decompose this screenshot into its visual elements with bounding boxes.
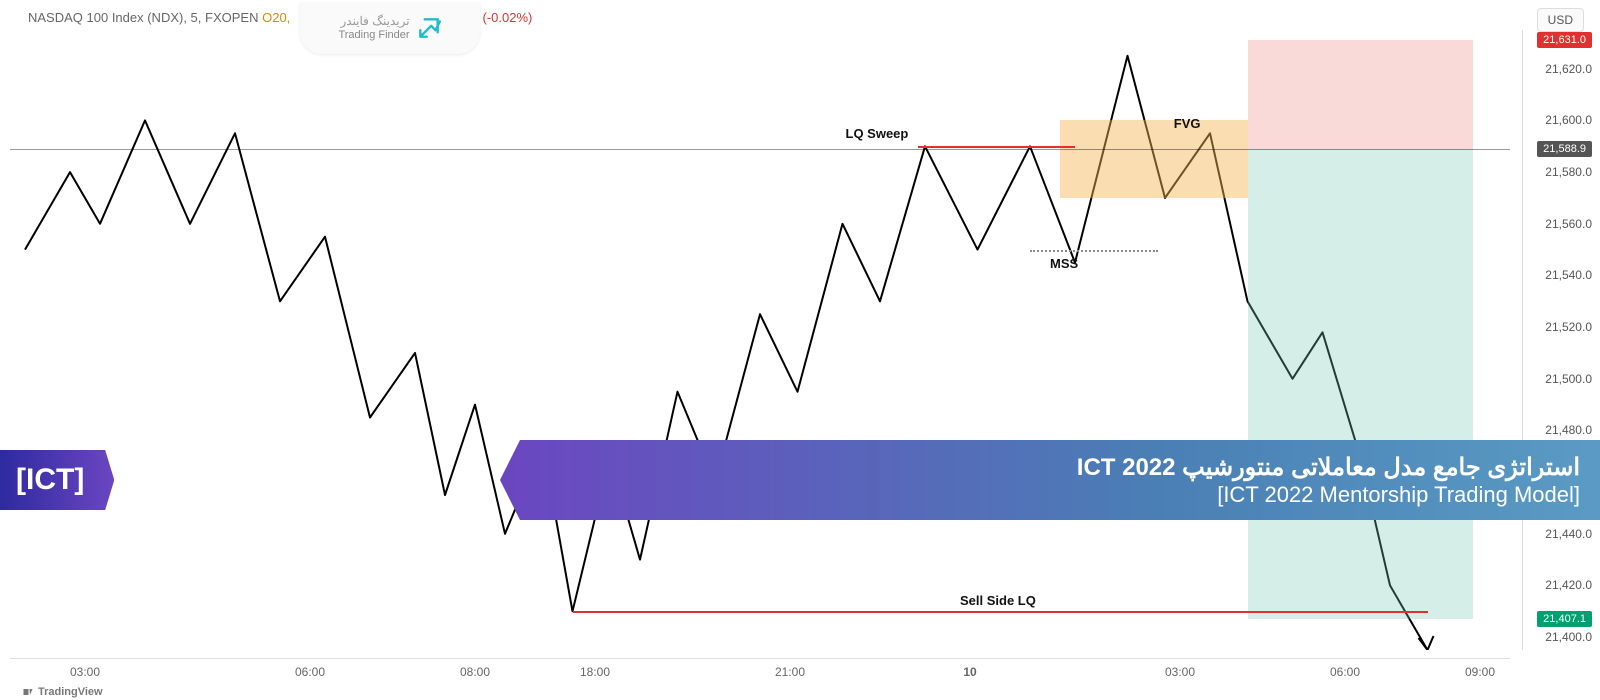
y-price-box-current: 21,588.9 <box>1537 141 1592 157</box>
x-axis[interactable]: 03:00 06:00 08:00 18:00 21:00 10 03:00 06:00 09:… <box>10 658 1510 678</box>
x-tick-label: 08:00 <box>460 665 490 679</box>
ict-tag-banner: [ICT] <box>0 450 114 510</box>
x-tick-label: 18:00 <box>580 665 610 679</box>
y-tick-label: 21,560.0 <box>1545 217 1592 231</box>
currency-badge[interactable]: USD <box>1537 8 1584 32</box>
ohlc-o-label: O <box>262 10 272 25</box>
label-fvg: FVG <box>1174 116 1201 131</box>
change-pct: (-0.02%) <box>483 10 533 25</box>
y-tick-label: 21,420.0 <box>1545 578 1592 592</box>
x-tick-label: 09:00 <box>1465 665 1495 679</box>
label-mss: MSS <box>1050 256 1078 271</box>
brand-fa: تریدینگ فایندر <box>338 14 409 28</box>
y-tick-label: 21,440.0 <box>1545 527 1592 541</box>
zone-fvg <box>1060 120 1248 198</box>
red-line-sell_side <box>573 611 1428 613</box>
chart-container: NASDAQ 100 Index (NDX), 5, FXOPEN O20, .… <box>0 0 1600 700</box>
x-tick-label: 03:00 <box>70 665 100 679</box>
x-tick-label: 03:00 <box>1165 665 1195 679</box>
x-tick-label: 06:00 <box>295 665 325 679</box>
label-lq_sweep: LQ Sweep <box>846 126 909 141</box>
y-price-box-green: 21,407.1 <box>1537 611 1592 627</box>
red-line-lq_sweep <box>918 146 1076 148</box>
label-sell_side: Sell Side LQ <box>960 593 1036 608</box>
title-line-en: [ICT 2022 Mentorship Trading Model] <box>1217 482 1580 508</box>
tradingview-label: TradingView <box>38 686 103 698</box>
zone-short_reward <box>1248 149 1473 619</box>
current-price-hline <box>10 149 1510 150</box>
x-tick-label: 10 <box>963 665 976 679</box>
y-tick-label: 21,520.0 <box>1545 320 1592 334</box>
y-tick-label: 21,500.0 <box>1545 372 1592 386</box>
y-tick-label: 21,400.0 <box>1545 630 1592 644</box>
y-axis[interactable]: 21,400.021,420.021,440.021,460.021,480.0… <box>1522 30 1600 650</box>
title-banner: استراتژی جامع مدل معاملاتی منتورشیپ ICT … <box>500 440 1600 520</box>
y-tick-label: 21,580.0 <box>1545 165 1592 179</box>
title-line-fa: استراتژی جامع مدل معاملاتی منتورشیپ ICT … <box>1077 453 1580 482</box>
x-tick-label: 06:00 <box>1330 665 1360 679</box>
ohlc-o-value: 20, <box>272 10 290 25</box>
mss-line <box>1030 250 1158 252</box>
zone-short_risk <box>1248 40 1473 149</box>
y-tick-label: 21,620.0 <box>1545 62 1592 76</box>
tradingview-icon <box>22 686 34 698</box>
y-price-box-red: 21,631.0 <box>1537 32 1592 48</box>
tradingview-watermark: TradingView <box>22 686 103 698</box>
symbol-text: NASDAQ 100 Index (NDX), 5, FXOPEN <box>28 10 258 25</box>
y-tick-label: 21,480.0 <box>1545 423 1592 437</box>
x-tick-label: 21:00 <box>775 665 805 679</box>
y-tick-label: 21,600.0 <box>1545 113 1592 127</box>
y-tick-label: 21,540.0 <box>1545 268 1592 282</box>
